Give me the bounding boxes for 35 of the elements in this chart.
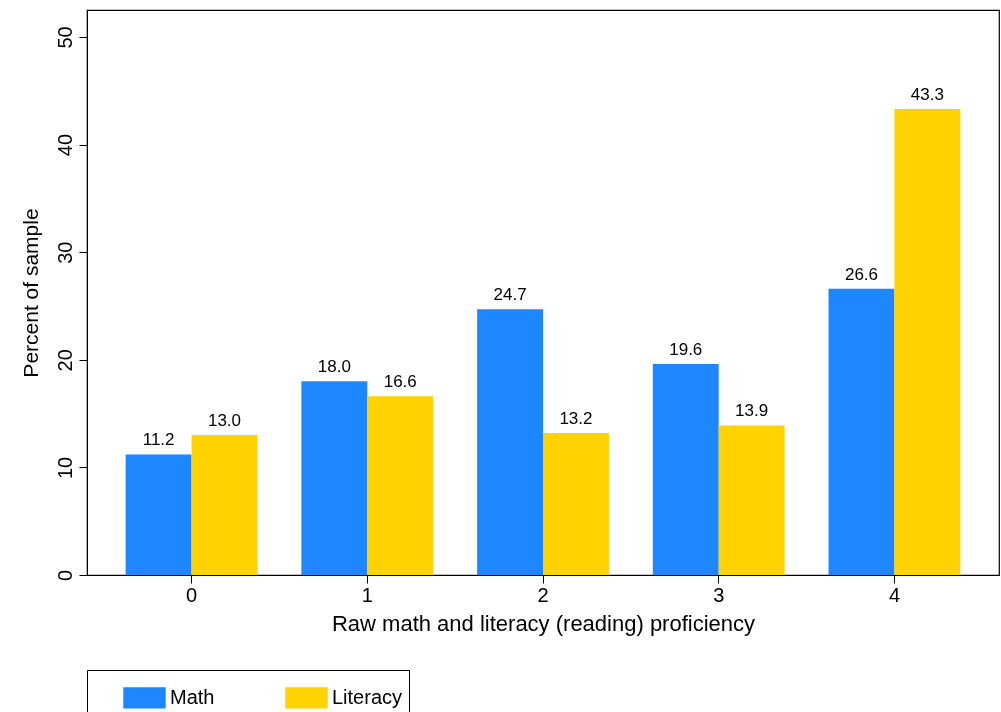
bar xyxy=(477,309,543,575)
y-tick-label: 50 xyxy=(53,26,76,49)
y-axis-title: Percent of sample xyxy=(18,208,42,378)
data-label: 13.0 xyxy=(207,411,242,431)
y-tick-label: 30 xyxy=(53,241,76,264)
x-tick-label: 3 xyxy=(713,583,725,606)
x-tick-label: 1 xyxy=(361,583,373,606)
data-label: 11.2 xyxy=(142,430,175,450)
data-label: 24.7 xyxy=(493,285,527,305)
bar xyxy=(367,396,434,575)
bar xyxy=(718,425,785,575)
bar xyxy=(543,432,609,575)
bar xyxy=(125,454,192,575)
data-label: 26.6 xyxy=(844,264,879,284)
y-tick-label: 20 xyxy=(53,349,76,372)
x-tick-label: 2 xyxy=(537,583,549,606)
bar xyxy=(301,381,368,575)
data-label: 43.3 xyxy=(910,85,944,105)
bar xyxy=(652,364,719,575)
data-label: 13.9 xyxy=(735,401,769,421)
data-label: 19.6 xyxy=(669,340,703,360)
legend-label: Math xyxy=(170,685,215,708)
bar xyxy=(191,435,258,575)
y-tick-label: 40 xyxy=(53,133,76,157)
data-label: 13.2 xyxy=(559,408,593,428)
x-tick-label: 0 xyxy=(185,583,198,606)
bar xyxy=(894,109,961,575)
data-label: 18.0 xyxy=(317,357,351,377)
bar xyxy=(828,288,895,575)
x-axis-title: Raw math and literacy (reading) proficiency xyxy=(331,610,756,636)
y-tick-label: 10 xyxy=(53,456,76,480)
y-tick-label: 0 xyxy=(53,569,76,582)
data-label: 16.6 xyxy=(383,372,417,392)
x-tick-label: 4 xyxy=(888,583,901,606)
legend-label: Literacy xyxy=(332,685,403,708)
